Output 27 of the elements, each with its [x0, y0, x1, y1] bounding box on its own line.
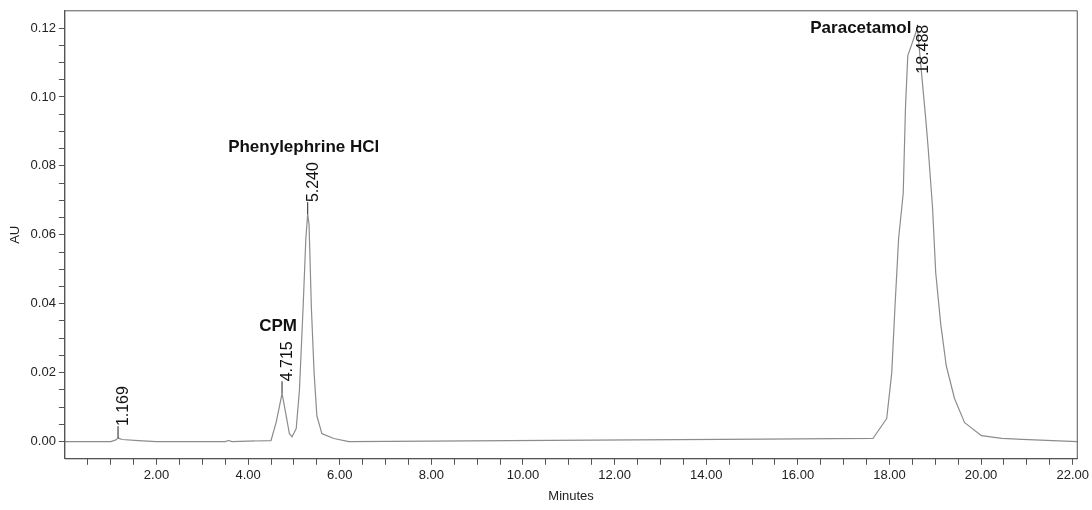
- x-tick-label: 12.00: [598, 467, 631, 483]
- x-tick-label: 2.00: [143, 467, 170, 483]
- annotation: 18.488: [913, 24, 931, 74]
- annotation: 1.169: [114, 385, 132, 427]
- x-tick-label: 18.00: [873, 467, 906, 483]
- y-tick-label: 0.10: [30, 88, 56, 104]
- annotation: 4.715: [278, 341, 296, 382]
- x-tick-label: 10.00: [506, 467, 540, 483]
- x-tick-label: 4.00: [235, 467, 261, 483]
- y-axis-title: AU: [7, 225, 23, 244]
- y-tick-label: 0.00: [30, 433, 56, 449]
- x-tick-label: 16.00: [781, 467, 815, 483]
- x-tick-label: 20.00: [964, 467, 998, 483]
- x-tick-label: 8.00: [418, 467, 445, 483]
- x-axis-title: Minutes: [548, 487, 595, 503]
- annotation: Paracetamol: [810, 17, 912, 37]
- x-tick-label: 14.00: [689, 467, 723, 483]
- x-tick-label: 6.00: [327, 467, 353, 483]
- annotation: 5.240: [304, 161, 322, 203]
- annotation: Phenylephrine HCl: [228, 137, 380, 157]
- y-tick-label: 0.12: [30, 19, 56, 35]
- y-tick-label: 0.06: [30, 226, 56, 242]
- y-tick-label: 0.02: [30, 364, 56, 380]
- x-tick-label: 22.00: [1056, 467, 1089, 483]
- y-tick-label: 0.04: [30, 295, 56, 311]
- y-tick-label: 0.08: [30, 157, 56, 173]
- annotation: CPM: [259, 316, 297, 336]
